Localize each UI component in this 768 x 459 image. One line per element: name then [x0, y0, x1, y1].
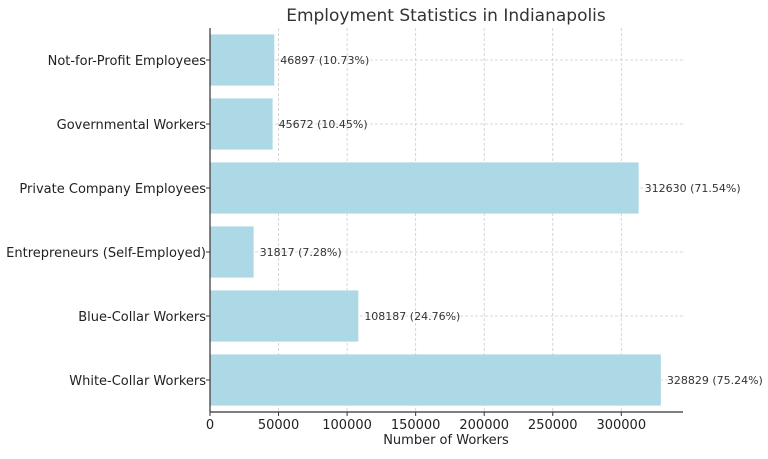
x-tick-label: 150000	[391, 418, 441, 433]
data-label: 31817 (7.28%)	[260, 246, 342, 259]
data-label: 45672 (10.45%)	[279, 118, 368, 131]
x-tick-label: 300000	[596, 418, 646, 433]
x-tick-label: 100000	[322, 418, 372, 433]
category-label: Private Company Employees	[19, 182, 206, 197]
bar	[210, 162, 639, 214]
bars	[210, 34, 661, 406]
category-label: Entrepreneurs (Self-Employed)	[6, 246, 206, 261]
x-tick-label: 200000	[459, 418, 509, 433]
bar	[210, 98, 273, 150]
x-tick-label: 50000	[258, 418, 299, 433]
labels: White-Collar Workers 328829 (75.24%) Blue-…	[6, 54, 763, 433]
bar	[210, 226, 254, 278]
x-axis-title: Number of Workers	[383, 433, 509, 448]
category-label: White-Collar Workers	[69, 374, 206, 389]
bar	[210, 290, 359, 342]
category-label: Not-for-Profit Employees	[48, 54, 207, 69]
bar	[210, 34, 275, 86]
bar	[210, 354, 661, 406]
category-label: Blue-Collar Workers	[78, 310, 206, 325]
category-label: Governmental Workers	[57, 118, 207, 133]
data-label: 328829 (75.24%)	[667, 374, 763, 387]
x-tick-label: 0	[206, 418, 214, 433]
data-label: 108187 (24.76%)	[364, 310, 460, 323]
data-label: 312630 (71.54%)	[645, 182, 741, 195]
x-tick-label: 250000	[528, 418, 578, 433]
chart-title: Employment Statistics in Indianapolis	[286, 6, 606, 26]
data-label: 46897 (10.73%)	[280, 54, 369, 67]
axes	[206, 28, 683, 416]
